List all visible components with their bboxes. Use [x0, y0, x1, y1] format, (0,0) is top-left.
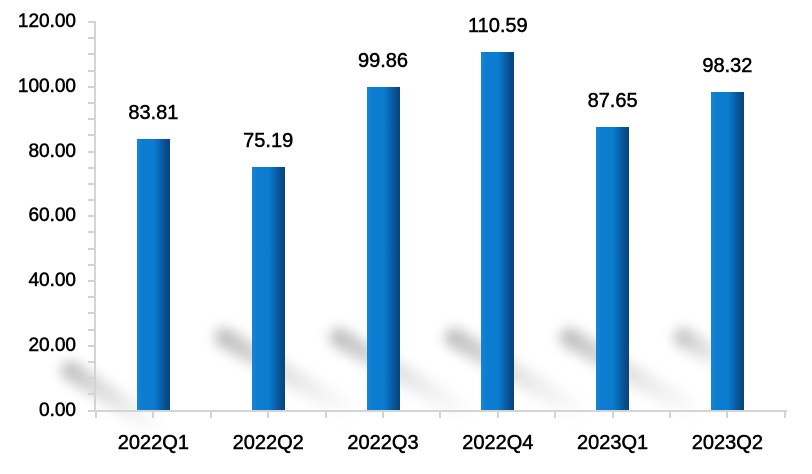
- bar: [710, 92, 744, 411]
- y-axis-tick: [88, 247, 94, 250]
- bar-value-label: 87.65: [587, 89, 638, 112]
- y-axis-tick: [88, 166, 94, 169]
- bar: [596, 126, 630, 411]
- y-axis-label: 0.00: [39, 399, 76, 421]
- x-axis-tick: [267, 412, 270, 418]
- x-axis-tick: [324, 412, 327, 418]
- y-axis-tick: [88, 263, 94, 266]
- y-axis-tick: [88, 53, 94, 56]
- y-axis-tick: [88, 409, 94, 412]
- bar-value-label: 110.59: [467, 15, 528, 38]
- bar-value-label: 98.32: [702, 55, 753, 78]
- y-axis-tick: [88, 182, 94, 185]
- y-axis-line: [94, 21, 96, 412]
- x-axis-tick: [209, 412, 212, 418]
- y-axis-tick: [88, 134, 94, 137]
- y-axis-tick: [88, 360, 94, 363]
- bar: [481, 52, 515, 411]
- y-axis-label: 20.00: [28, 334, 76, 357]
- x-axis-category-label: 2022Q1: [117, 432, 190, 455]
- bar: [136, 139, 170, 411]
- bar: [251, 167, 285, 411]
- y-axis-tick: [88, 344, 94, 347]
- x-axis-tick: [554, 412, 557, 418]
- x-axis-category-label: 2023Q2: [691, 432, 764, 455]
- x-axis-tick: [783, 412, 786, 418]
- y-axis-tick: [88, 150, 94, 153]
- x-axis-tick: [496, 412, 499, 418]
- x-axis-line: [94, 410, 787, 412]
- x-axis-category-label: 2022Q4: [462, 432, 534, 455]
- x-axis-category-label: 2023Q1: [577, 432, 649, 455]
- bar: [366, 87, 400, 411]
- x-axis-tick: [95, 412, 97, 418]
- x-axis-category-label: 2022Q2: [232, 432, 304, 455]
- y-axis-tick: [88, 296, 94, 299]
- y-axis-tick: [88, 101, 94, 104]
- y-axis-tick: [88, 215, 94, 218]
- y-axis-tick: [88, 312, 94, 315]
- y-axis-label: 120.00: [17, 11, 77, 33]
- x-axis-tick: [382, 412, 384, 418]
- y-axis-tick: [88, 328, 94, 331]
- y-axis-label: 80.00: [28, 140, 76, 162]
- y-axis-tick: [88, 37, 94, 40]
- y-axis-label: 40.00: [28, 270, 76, 292]
- y-axis-tick: [88, 231, 94, 234]
- x-axis-tick: [439, 412, 442, 418]
- bar-value-label: 75.19: [243, 130, 294, 153]
- y-axis-tick: [88, 21, 94, 23]
- x-axis-tick: [726, 412, 729, 418]
- bar-value-label: 83.81: [128, 102, 179, 125]
- x-axis-category-label: 2022Q3: [347, 432, 419, 455]
- y-axis-tick: [88, 85, 94, 88]
- y-axis-label: 60.00: [28, 205, 76, 227]
- y-axis-label: 100.00: [17, 75, 77, 98]
- y-axis-tick: [88, 199, 94, 202]
- y-axis-tick: [88, 280, 94, 282]
- y-axis-tick: [88, 393, 94, 396]
- y-axis-tick: [88, 69, 94, 72]
- y-axis-tick: [88, 118, 94, 121]
- x-axis-tick: [152, 412, 155, 418]
- bar-value-label: 99.86: [357, 50, 409, 73]
- x-axis-tick: [611, 412, 614, 418]
- y-axis-tick: [88, 377, 94, 380]
- x-axis-tick: [669, 412, 671, 418]
